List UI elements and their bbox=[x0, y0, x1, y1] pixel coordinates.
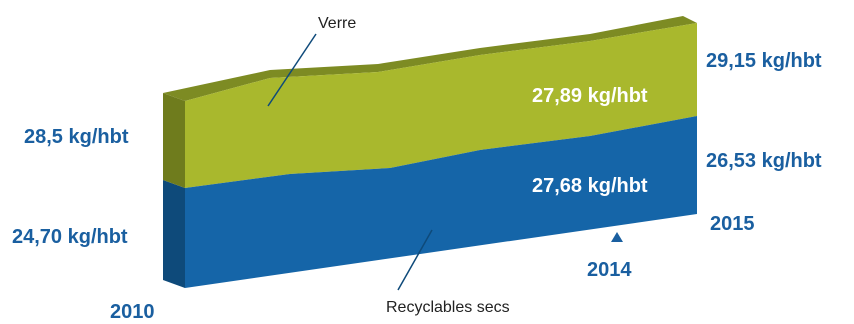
value-label-verre-2014: 27,89 kg/hbt bbox=[532, 85, 648, 107]
area-verre bbox=[185, 23, 697, 188]
verre-callout-line bbox=[267, 33, 317, 107]
x-label-2015: 2015 bbox=[710, 213, 755, 235]
value-label-recyclables-2010: 24,70 kg/hbt bbox=[12, 226, 128, 248]
series-label-recyclables-secs: Recyclables secs bbox=[386, 299, 510, 316]
verre-side-face bbox=[163, 93, 185, 188]
recyclables-callout-line bbox=[397, 229, 433, 291]
value-label-verre-2010: 28,5 kg/hbt bbox=[24, 126, 129, 148]
area-recyclables-secs bbox=[185, 116, 697, 288]
series-label-verre: Verre bbox=[318, 15, 356, 32]
value-label-verre-2015: 29,15 kg/hbt bbox=[706, 50, 822, 72]
marker-2014-icon bbox=[611, 232, 623, 242]
x-label-2010: 2010 bbox=[110, 301, 155, 323]
value-label-recyclables-2014: 27,68 kg/hbt bbox=[532, 175, 648, 197]
recyclables-side-face bbox=[163, 180, 185, 288]
x-label-2014: 2014 bbox=[587, 259, 632, 281]
verre-top-face bbox=[163, 16, 697, 101]
value-label-recyclables-2015: 26,53 kg/hbt bbox=[706, 150, 822, 172]
